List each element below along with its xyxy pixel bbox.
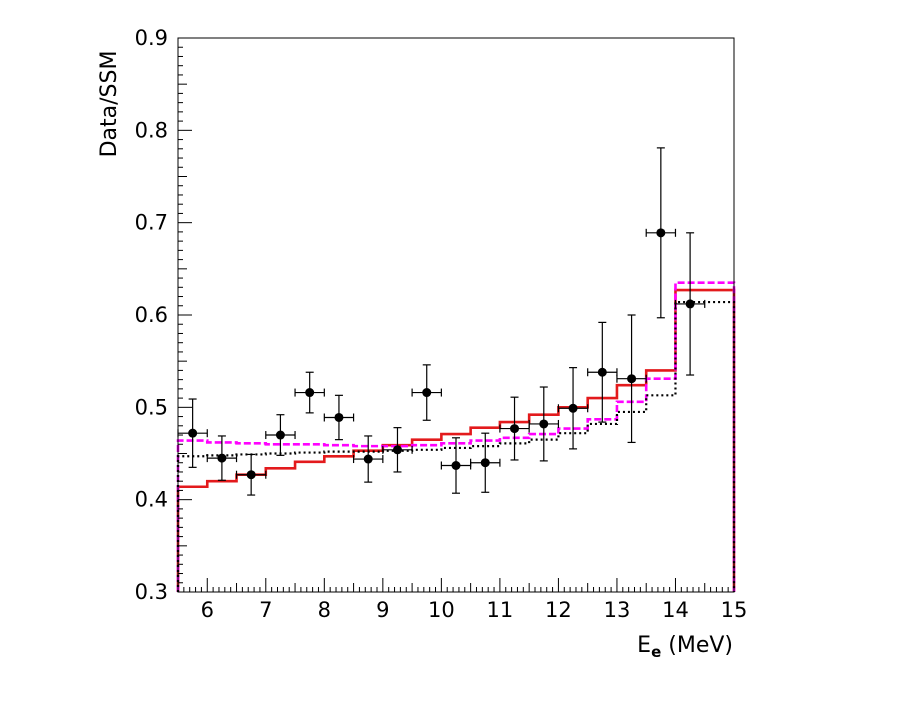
data-point-marker [656, 228, 666, 238]
x-axis-title: Ee (MeV) [637, 633, 733, 661]
data-point-marker [246, 470, 256, 480]
x-tick-label: 9 [376, 598, 389, 622]
x-tick-label: 15 [721, 598, 748, 622]
x-tick-label: 6 [201, 598, 214, 622]
y-tick-label: 0.9 [135, 26, 168, 50]
data-point-marker [188, 428, 198, 438]
x-tick-label: 14 [662, 598, 689, 622]
data-point-marker [480, 458, 490, 468]
data-point-marker [568, 403, 578, 413]
x-axis-title-unit: (MeV) [661, 633, 733, 658]
data-point [528, 386, 560, 462]
series-line-dotted [176, 300, 736, 592]
data-point [499, 396, 530, 461]
y-axis-title: Data/SSM [97, 51, 122, 158]
data-point [557, 367, 589, 450]
tick-labels-layer: 6 7 8 9 10 11 12 13 14 15 0.3 0.4 0.5 0.6 0.7 0.8 0.9 [135, 26, 748, 622]
data-point-marker [275, 430, 285, 440]
data-point-marker [627, 374, 637, 384]
data-point-marker [685, 299, 695, 309]
plot-frame [177, 37, 735, 593]
data-point-marker [539, 419, 549, 429]
data-points-layer [177, 147, 706, 496]
data-point-marker [422, 388, 432, 398]
data-point [235, 453, 267, 496]
data-point-marker [510, 424, 520, 434]
data-point-marker [217, 453, 227, 463]
y-tick-label: 0.7 [135, 211, 168, 235]
y-tick-label: 0.3 [135, 580, 168, 604]
y-tick-label: 0.8 [135, 118, 168, 142]
y-tick-label: 0.5 [135, 395, 168, 419]
data-point [645, 147, 677, 319]
data-point-marker [597, 367, 607, 377]
data-point [587, 321, 618, 423]
data-point [470, 432, 501, 493]
data-point-marker [363, 454, 373, 464]
x-axis-title-sub: e [651, 643, 661, 661]
data-point-marker [451, 461, 461, 471]
data-point [382, 427, 413, 473]
data-point [265, 414, 296, 456]
data-point [411, 364, 442, 421]
ticks-layer [177, 37, 735, 593]
data-point [616, 314, 647, 444]
x-tick-label: 11 [487, 598, 514, 622]
x-tick-label: 8 [318, 598, 331, 622]
data-point [352, 435, 384, 483]
data-point [440, 437, 472, 494]
data-point [674, 232, 706, 376]
x-tick-label: 10 [428, 598, 455, 622]
x-tick-label: 7 [259, 598, 272, 622]
x-tick-label: 13 [604, 598, 631, 622]
data-point-marker [305, 388, 315, 398]
x-tick-label: 12 [545, 598, 572, 622]
data-point-marker [334, 412, 344, 422]
x-axis-title-main: E [637, 633, 651, 658]
data-point-marker [392, 445, 402, 455]
y-tick-label: 0.6 [135, 303, 168, 327]
y-tick-label: 0.4 [135, 488, 168, 512]
series-line-dashed [176, 281, 736, 592]
data-point [323, 394, 355, 441]
data-point [294, 371, 325, 414]
data-point [206, 435, 238, 481]
